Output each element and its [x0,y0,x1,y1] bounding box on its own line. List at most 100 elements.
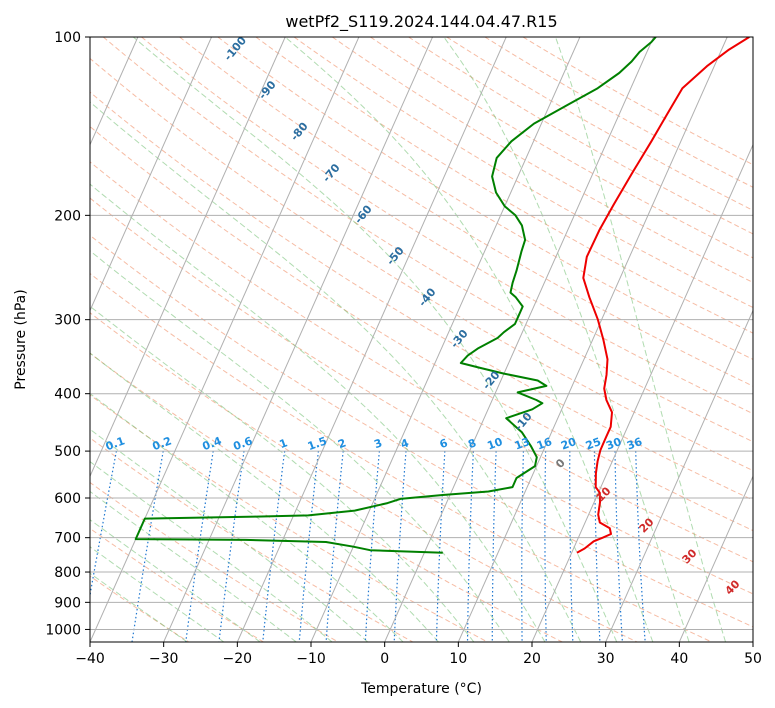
mixing-ratio-line [262,451,286,642]
plot-frame [89,36,754,643]
x-tick-label: −10 [296,651,326,667]
moist-adiabat-line [90,101,582,642]
moist-adiabat-line [555,37,727,642]
y-axis: 100 200 300 400 500 600 700 800 900 1000 [45,30,90,638]
profile-series-1 [576,37,750,554]
y-axis-label: Pressure (hPa) [13,289,29,389]
y-tick-label: 700 [54,531,81,547]
isotherm-line [90,37,213,312]
dry-adiabat-line [90,272,712,642]
moist-adiabat-line [90,572,188,642]
isotherm-line [310,37,581,642]
dry-adiabat-line [217,37,753,360]
dry-adiabat-line [90,352,563,642]
x-tick-label: 40 [670,651,688,667]
grid [90,37,753,642]
mixing-ratio-label: 1 [278,436,290,451]
moist-adiabat-line [90,428,369,642]
mixing-ratio-label: 13 [513,435,532,452]
isotherm-line [531,143,753,642]
isotherm-line [384,37,655,642]
dry-adiabat-line [90,57,753,472]
mixing-ratio-label: 36 [625,435,644,453]
dry-adiabat-line [255,37,753,334]
dry-adiabat-line [90,91,753,501]
adiabat-labels: 0.1 0.2 0.4 0.6 1 1.5 2 3 4 6 8 10 13 16 20 25 30 36-100-… [104,34,743,598]
x-tick-label: 0 [380,651,389,667]
dry-adiabat-line [90,125,753,532]
chart-title: wetPf2_S119.2024.144.04.47.R15 [285,12,557,32]
isotherm-line [457,37,728,642]
y-tick-label: 400 [54,387,81,403]
dry-adiabat-line [446,37,753,211]
x-axis: −40 −30 −20 −10 0 10 20 30 40 50 [75,642,762,667]
isotherm-line [163,37,434,642]
x-tick-label: 50 [744,651,762,667]
mixing-ratio-label: 0.2 [151,434,174,453]
mixing-ratio-label: 20 [559,435,578,453]
mixing-ratio-line [131,450,164,642]
x-tick-label: −30 [149,651,179,667]
mixing-ratio-label: 0.6 [231,434,254,453]
moist-adiabat-line [90,305,475,642]
dry-adiabat-line [90,234,753,628]
mixing-ratio-line [185,451,214,642]
isotherm-line [90,37,139,146]
moist-adiabat-line [284,37,654,642]
moist-adiabat-line [443,37,690,642]
mixing-ratio-line [90,450,117,599]
dry-adiabat-line [179,37,753,387]
mixing-ratio-label: 6 [438,436,450,451]
x-tick-label: 30 [597,651,615,667]
y-tick-label: 300 [54,313,81,329]
mixing-ratio-label: 8 [466,436,478,451]
moist-adiabat-line [90,352,439,642]
mixing-ratio-label: 0.1 [104,434,127,453]
dry-adiabat-line [90,197,753,595]
dry-adiabat-line [90,527,264,642]
dry-adiabat-line [102,37,753,443]
moist-adiabat-line [90,546,225,642]
y-tick-label: 900 [54,595,81,611]
profile-series-2 [134,37,657,554]
x-tick-label: −20 [223,651,253,667]
y-tick-label: 500 [54,444,81,460]
dry-adiabat-line [522,37,753,166]
mixing-ratio-label: 3 [372,436,384,451]
dry-adiabat-line [141,37,753,415]
mixing-ratio-label: 1.5 [306,434,329,453]
dry-adiabat-line [484,37,753,188]
mixing-ratio-label: 4 [399,436,411,451]
x-tick-label: 20 [523,651,541,667]
dry-adiabat-line [408,37,753,235]
y-tick-label: 800 [54,565,81,581]
moist-adiabat-line [90,461,333,642]
isotherm-line [90,37,286,478]
y-tick-label: 1000 [45,622,81,638]
mixing-ratio-label: 2 [336,436,348,451]
y-tick-label: 600 [54,491,81,507]
dry-adiabat-line [90,437,414,642]
isotherm-line [90,37,360,642]
moist-adiabat-line [90,392,404,642]
mixing-ratio-line [218,451,245,642]
mixing-ratio-line [298,451,319,642]
x-tick-label: −40 [75,651,105,667]
dry-adiabat-line [90,161,753,563]
series-layer [134,37,750,554]
mixing-ratio-label: 10 [485,435,504,453]
y-tick-label: 100 [54,30,81,46]
moist-adiabat-line [90,250,510,642]
mixing-ratio-label: 25 [584,435,603,452]
moist-adiabat-line [90,183,546,642]
mixing-ratio-label: 16 [535,435,554,453]
x-axis-label: Temperature (°C) [360,681,482,697]
dry-adiabat-line [332,37,753,284]
mixing-ratio-label: 0.4 [201,434,224,453]
mixing-ratio-label: 30 [604,435,623,453]
isotherm-line [605,309,753,642]
x-tick-label: 10 [449,651,467,667]
isotherm-line [678,475,753,642]
